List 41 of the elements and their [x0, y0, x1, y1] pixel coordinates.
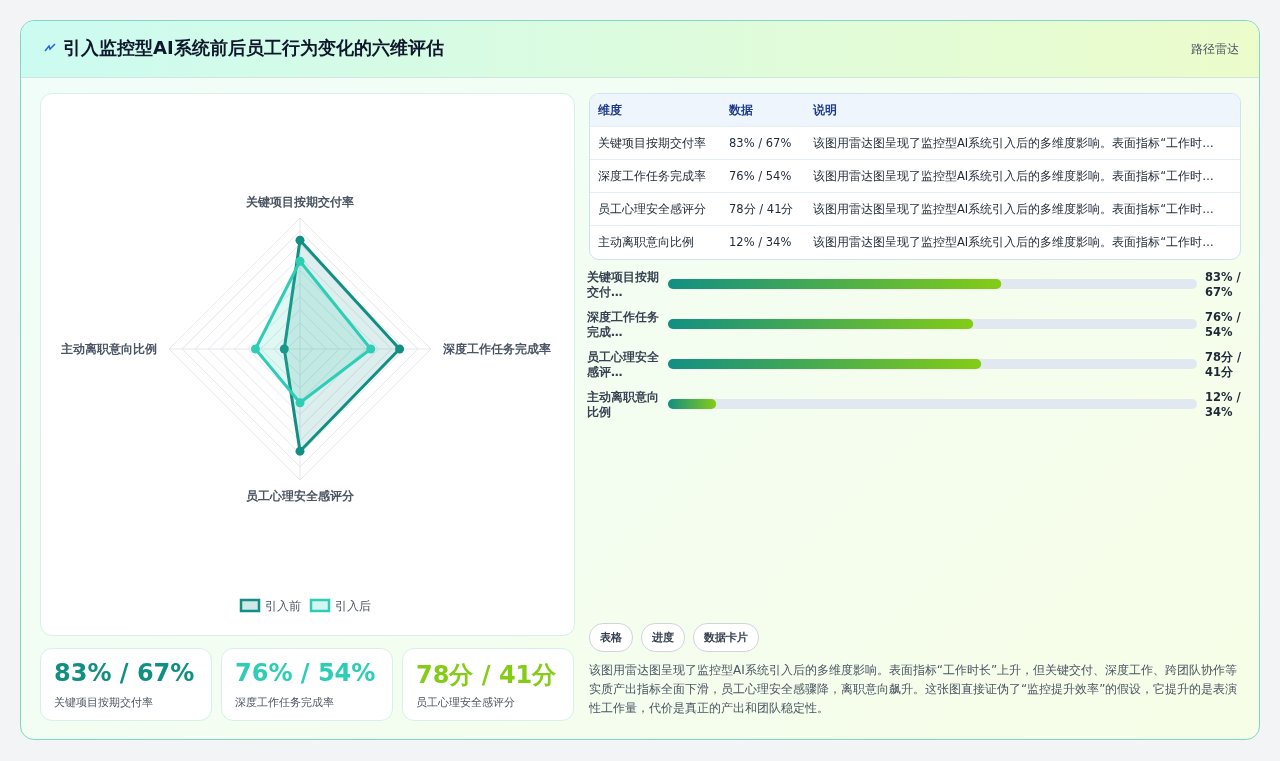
data-label: 83% / 67% [1205, 270, 1242, 300]
y-tick-label: 主动离职意向比例 [587, 390, 660, 420]
spoke-label: 关键项目按期交付率 [245, 195, 354, 210]
spoke-label: 主动离职意向比例 [60, 342, 158, 356]
text: 该图用雷达图呈现了监控型AI系统引入后的多维度影响。表面指标“工作时… [805, 192, 1240, 226]
spoke-label: 深度工作任务完成率 [441, 342, 551, 356]
text: 该图用雷达图呈现了监控型AI系统引入后的多维度影响。表面指标“工作时长”上升，但关键交付、深度工作、跨团队协作等实质产出指标全面下滑，员工心理安全感骤降，离职意向飙升。这张图直接证伪了“监控提升效率”的假设，它提升的是表演性工作量，代价是真正的产出和团队稳定性。 [589, 662, 1239, 717]
y-tick-label: 员工心理安全感评… [587, 350, 660, 380]
text: 关键项目按期交付率 [54, 695, 153, 710]
data-label: 76% / 54% [1205, 310, 1242, 340]
bar [668, 399, 717, 409]
text: 76% / 54% [721, 159, 805, 193]
text: 进度 [641, 623, 685, 652]
text: 路径雷达 [1191, 41, 1239, 58]
text: 数据卡片 [693, 623, 759, 652]
y-tick-label: 关键项目按期交付… [587, 270, 660, 300]
y-tick-label: 深度工作任务完成… [587, 310, 660, 340]
legend-label: 引入后 [335, 599, 371, 613]
text: 该图用雷达图呈现了监控型AI系统引入后的多维度影响。表面指标“工作时… [805, 225, 1240, 258]
text: 表格 [589, 623, 633, 652]
text: 76% / 54% [235, 659, 376, 687]
text: 78分 / 41分 [416, 660, 557, 691]
text: 深度工作任务完成率 [235, 695, 334, 710]
data-label: 78分 / 41分 [1205, 350, 1243, 380]
text: 78分 / 41分 [721, 192, 805, 226]
text: 员工心理安全感评分 [590, 192, 721, 226]
text: 说明 [805, 94, 1240, 127]
text: 该图用雷达图呈现了监控型AI系统引入后的多维度影响。表面指标“工作时… [805, 126, 1240, 160]
text: 关键项目按期交付率 [590, 126, 721, 160]
text: 深度工作任务完成率 [590, 159, 721, 193]
text: 员工心理安全感评分 [416, 695, 515, 710]
legend-label: 引入前 [265, 599, 301, 613]
text: 该图用雷达图呈现了监控型AI系统引入后的多维度影响。表面指标“工作时… [805, 159, 1240, 193]
text: 数据 [721, 94, 805, 127]
text: 维度 [590, 94, 721, 127]
text: 83% / 67% [721, 126, 805, 160]
spoke-label: 员工心理安全感评分 [246, 488, 355, 503]
text: 12% / 34% [721, 225, 805, 258]
data-label: 12% / 34% [1205, 390, 1242, 420]
text: 83% / 67% [54, 659, 195, 687]
text: 引入监控型AI系统前后员工行为变化的六维评估 [63, 36, 444, 60]
